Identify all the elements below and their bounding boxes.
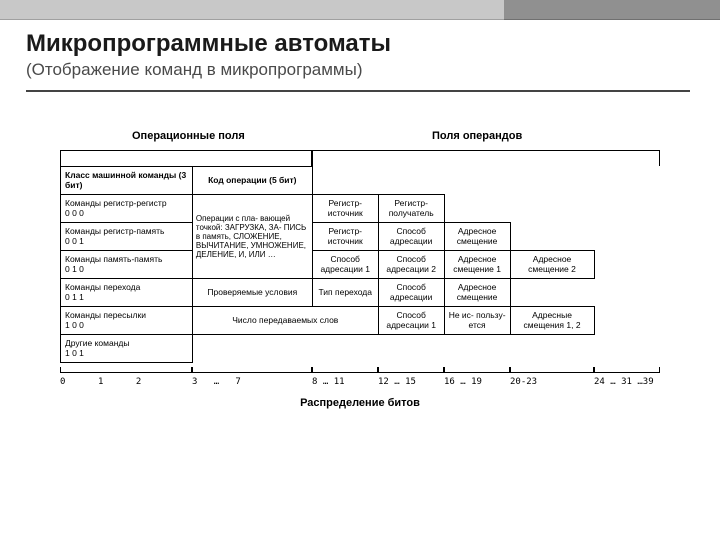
cell (510, 279, 594, 307)
command-format-table: Класс машинной команды (3 бит) Код опера… (60, 166, 660, 363)
opcode-list: Операции с пла- вающей точкой: ЗАГРУЗКА,… (192, 195, 312, 279)
bracket-row (60, 150, 660, 166)
topbar-light (0, 0, 504, 20)
cell (378, 335, 444, 363)
cell: Адресное смещение (444, 279, 510, 307)
cell (594, 279, 660, 307)
table-header-row: Класс машинной команды (3 бит) Код опера… (61, 167, 661, 195)
cell (510, 195, 594, 223)
col-header-class: Класс машинной команды (3 бит) (61, 167, 193, 195)
table-row: Команды память-память 0 1 0 Способ адрес… (61, 251, 661, 279)
row-label: Другие команды 1 0 1 (61, 335, 193, 363)
row-label: Команды память-память 0 1 0 (61, 251, 193, 279)
cell (594, 195, 660, 223)
title-underline (26, 90, 690, 92)
slide-topbar (0, 0, 720, 20)
cell (594, 335, 660, 363)
row-label: Команды пересылки 1 0 0 (61, 307, 193, 335)
bit-tick (378, 367, 444, 373)
header-spacer (312, 167, 660, 195)
bracket-op (60, 150, 312, 166)
row-label: Команды перехода 0 1 1 (61, 279, 193, 307)
col-header-opcode: Код операции (5 бит) (192, 167, 312, 195)
cell: Адресное смещение (444, 223, 510, 251)
bit-tick (510, 367, 594, 373)
bit-tick (312, 367, 378, 373)
bit-tick (192, 367, 312, 373)
header-operand-fields: Поля операндов (432, 130, 522, 142)
table-row: Другие команды 1 0 1 (61, 335, 661, 363)
bit-distribution-label: Распределение битов (60, 397, 660, 409)
cell: Способ адресации (378, 223, 444, 251)
cell: Адресные смещения 1, 2 (510, 307, 594, 335)
cell (192, 335, 312, 363)
cell (594, 223, 660, 251)
cell: Способ адресации 2 (378, 251, 444, 279)
cell (312, 335, 378, 363)
table-row: Команды перехода 0 1 1 Проверяемые услов… (61, 279, 661, 307)
cell (594, 307, 660, 335)
cell: Способ адресации 1 (312, 251, 378, 279)
bit-tick (594, 367, 660, 373)
cell (444, 195, 510, 223)
cell: Проверяемые условия (192, 279, 312, 307)
page-title: Микропрограммные автоматы (26, 30, 690, 58)
instruction-format-diagram: Операционные поля Поля операндов Класс м… (60, 130, 660, 409)
cell: Тип перехода (312, 279, 378, 307)
bracket-operands (312, 150, 660, 166)
cell (510, 335, 594, 363)
cell: Регистр- источник (312, 223, 378, 251)
header-op-fields: Операционные поля (132, 130, 245, 142)
row-label: Команды регистр-память 0 0 1 (61, 223, 193, 251)
cell: Регистр- источник (312, 195, 378, 223)
title-block: Микропрограммные автоматы (Отображение к… (26, 30, 690, 80)
table-row: Команды пересылки 1 0 0 Число передаваем… (61, 307, 661, 335)
row-label: Команды регистр-регистр 0 0 0 (61, 195, 193, 223)
topbar-dark (504, 0, 720, 20)
cell: Способ адресации 1 (378, 307, 444, 335)
table-row: Команды регистр-регистр 0 0 0 Операции с… (61, 195, 661, 223)
cell: Не ис- пользу- ется (444, 307, 510, 335)
cell (444, 335, 510, 363)
bit-tick-row (60, 367, 660, 373)
cell: Адресное смещение 1 (444, 251, 510, 279)
cell (594, 251, 660, 279)
bit-tick (60, 367, 192, 373)
page-subtitle: (Отображение команд в микропрограммы) (26, 60, 690, 80)
cell: Адресное смещение 2 (510, 251, 594, 279)
cell: Способ адресации (378, 279, 444, 307)
cell: Число передаваемых слов (192, 307, 378, 335)
cell: Регистр- получатель (378, 195, 444, 223)
bit-scale: 0 1 2 3 … 7 8 … 11 12 … 15 16 … 19 20-23… (60, 377, 660, 387)
cell (510, 223, 594, 251)
bit-tick (444, 367, 510, 373)
table-row: Команды регистр-память 0 0 1 Регистр- ис… (61, 223, 661, 251)
